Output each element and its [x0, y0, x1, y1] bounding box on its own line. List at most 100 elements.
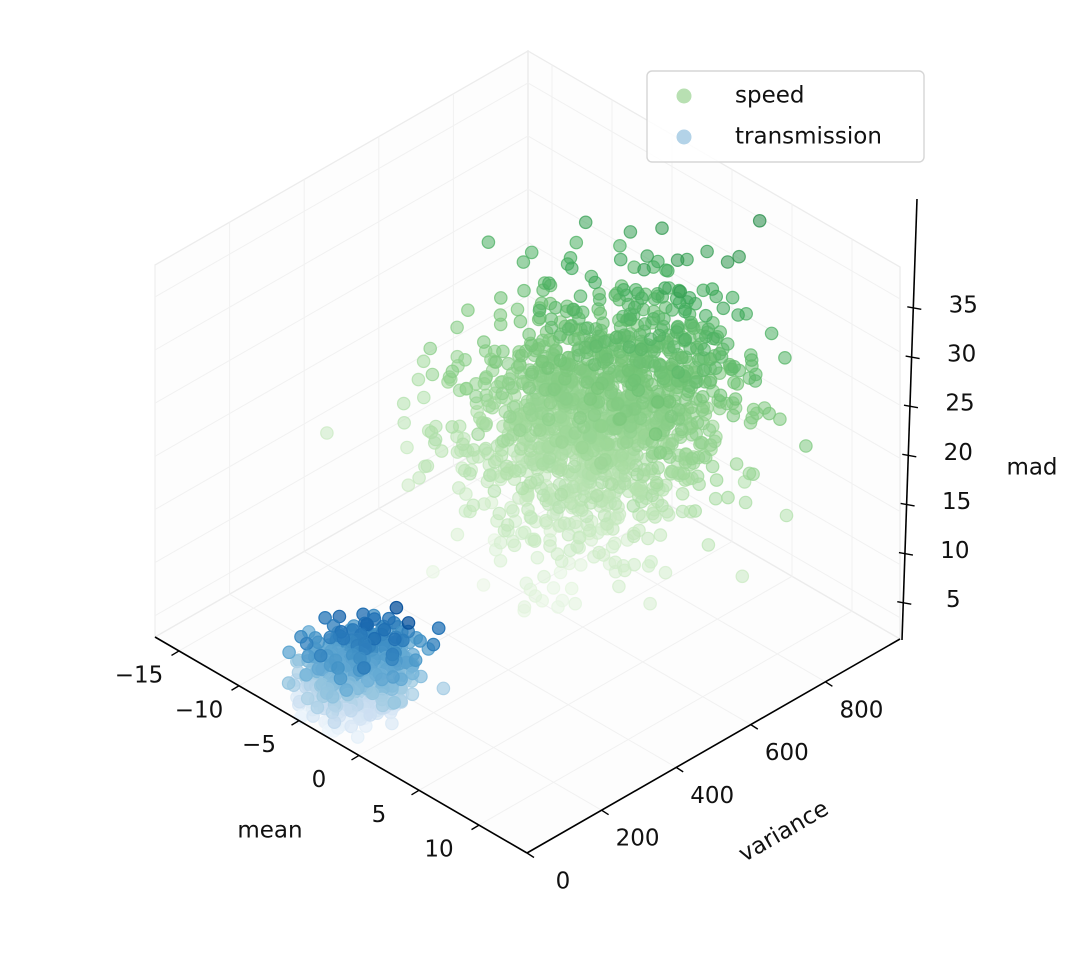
scatter-point-transmission	[313, 648, 328, 663]
scatter-point-speed	[695, 389, 710, 404]
scatter-point-speed	[674, 350, 689, 365]
scatter-point-speed	[720, 255, 735, 269]
scatter-point-speed	[708, 361, 723, 375]
scatter-point-speed	[676, 466, 691, 481]
scatter-point-speed	[592, 545, 606, 560]
scatter-point-speed	[493, 535, 508, 550]
scatter-point-speed	[698, 450, 713, 465]
legend-marker-speed	[676, 88, 692, 104]
scatter-point-speed	[583, 431, 597, 445]
scatter-point-speed	[557, 516, 572, 530]
scatter-point-speed	[476, 335, 491, 349]
scatter-point-speed	[696, 363, 711, 378]
scatter-point-speed	[514, 442, 528, 456]
scatter-point-speed	[669, 325, 684, 339]
scatter-point-speed	[779, 508, 794, 523]
scatter-point-speed	[530, 550, 545, 565]
scatter-point-speed	[517, 525, 532, 540]
scatter-point-speed	[617, 563, 632, 578]
scatter-point-speed	[578, 215, 593, 230]
axis-label-variance: variance	[734, 796, 833, 868]
scatter-point-speed	[608, 496, 623, 511]
scatter-point-speed	[658, 281, 672, 295]
scatter-point-speed	[496, 434, 511, 448]
scatter-point-speed	[649, 475, 664, 490]
scatter-point-speed	[420, 459, 435, 473]
scatter-point-speed	[580, 321, 595, 335]
scatter-point-speed	[653, 528, 668, 542]
tick-mark-variance	[825, 681, 833, 687]
scatter-point-speed	[725, 290, 740, 305]
scatter-point-speed	[573, 558, 588, 572]
scatter-point-speed	[396, 396, 411, 411]
scatter-point-speed	[698, 308, 713, 323]
scatter-point-speed	[658, 565, 673, 580]
scatter-point-speed	[647, 359, 662, 373]
tick-label-variance: 0	[556, 869, 571, 895]
scatter-point-speed	[587, 408, 602, 422]
scatter-point-speed	[637, 262, 651, 277]
tick-mark-mean	[351, 754, 360, 761]
scatter-point-speed	[579, 509, 594, 524]
scatter-point-speed	[493, 553, 508, 568]
scatter-point-speed	[488, 355, 503, 369]
scatter-point-speed	[632, 355, 647, 369]
scatter-point-speed	[612, 579, 626, 594]
scatter-point-speed	[546, 581, 561, 595]
scatter-point-speed	[709, 473, 724, 487]
scatter-point-speed	[561, 322, 576, 336]
tick-label-mad: 25	[945, 391, 974, 417]
scatter-point-speed	[555, 447, 569, 461]
scatter-point-speed	[571, 348, 586, 363]
gridline-mean	[478, 239, 853, 826]
scatter-point-speed	[627, 300, 642, 315]
scatter-point-speed	[648, 427, 663, 441]
scatter-point-speed	[655, 221, 669, 235]
scatter-point-speed	[532, 303, 547, 318]
scatter-point-speed	[662, 394, 677, 409]
scatter-point-speed	[525, 365, 540, 379]
scatter-point-transmission	[365, 686, 380, 701]
scatter-point-speed	[590, 381, 605, 395]
scatter-point-speed	[752, 214, 767, 228]
scatter-point-speed	[434, 444, 449, 458]
scatter-point-transmission	[360, 673, 375, 688]
legend-box	[646, 70, 925, 163]
tick-label-mean: 10	[424, 837, 453, 863]
scatter-point-transmission	[426, 637, 441, 652]
scatter-point-speed	[459, 381, 474, 396]
scatter-point-speed	[495, 386, 510, 401]
scatter-point-speed	[651, 254, 665, 269]
scatter-point-speed	[524, 511, 538, 525]
scatter-point-speed	[582, 523, 597, 538]
axis-line-variance	[526, 638, 901, 854]
scatter-point-speed	[538, 513, 553, 528]
tick-label-mean: −5	[242, 732, 276, 758]
scatter-point-speed	[517, 283, 531, 298]
scatter-point-transmission	[413, 634, 427, 648]
axis-line-mean	[154, 636, 528, 854]
tick-label-variance: 600	[765, 740, 809, 766]
scatter-point-speed	[622, 340, 637, 354]
scatter-point-speed	[748, 374, 763, 388]
tick-label-variance: 800	[839, 697, 883, 723]
scatter-point-speed	[743, 415, 758, 430]
scatter-point-speed	[416, 390, 431, 405]
scatter-point-speed	[594, 419, 609, 434]
legend-label-transmission: transmission	[735, 124, 882, 150]
scatter-point-speed	[626, 499, 641, 513]
scatter-point-transmission	[387, 695, 402, 710]
scatter-point-speed	[727, 359, 741, 374]
scatter-point-speed	[522, 381, 537, 395]
tick-mark-mad	[907, 306, 922, 311]
axis-line-mad	[901, 198, 918, 641]
scatter-point-transmission	[318, 610, 332, 625]
scatter-point-speed	[551, 464, 565, 478]
scatter-point-speed	[660, 263, 675, 278]
scatter-point-transmission	[386, 670, 400, 684]
scatter-point-speed	[552, 500, 566, 514]
scatter-point-transmission	[282, 645, 296, 660]
scatter-point-transmission	[327, 715, 342, 729]
scatter-point-speed	[496, 344, 510, 359]
scatter-point-speed	[617, 476, 632, 491]
